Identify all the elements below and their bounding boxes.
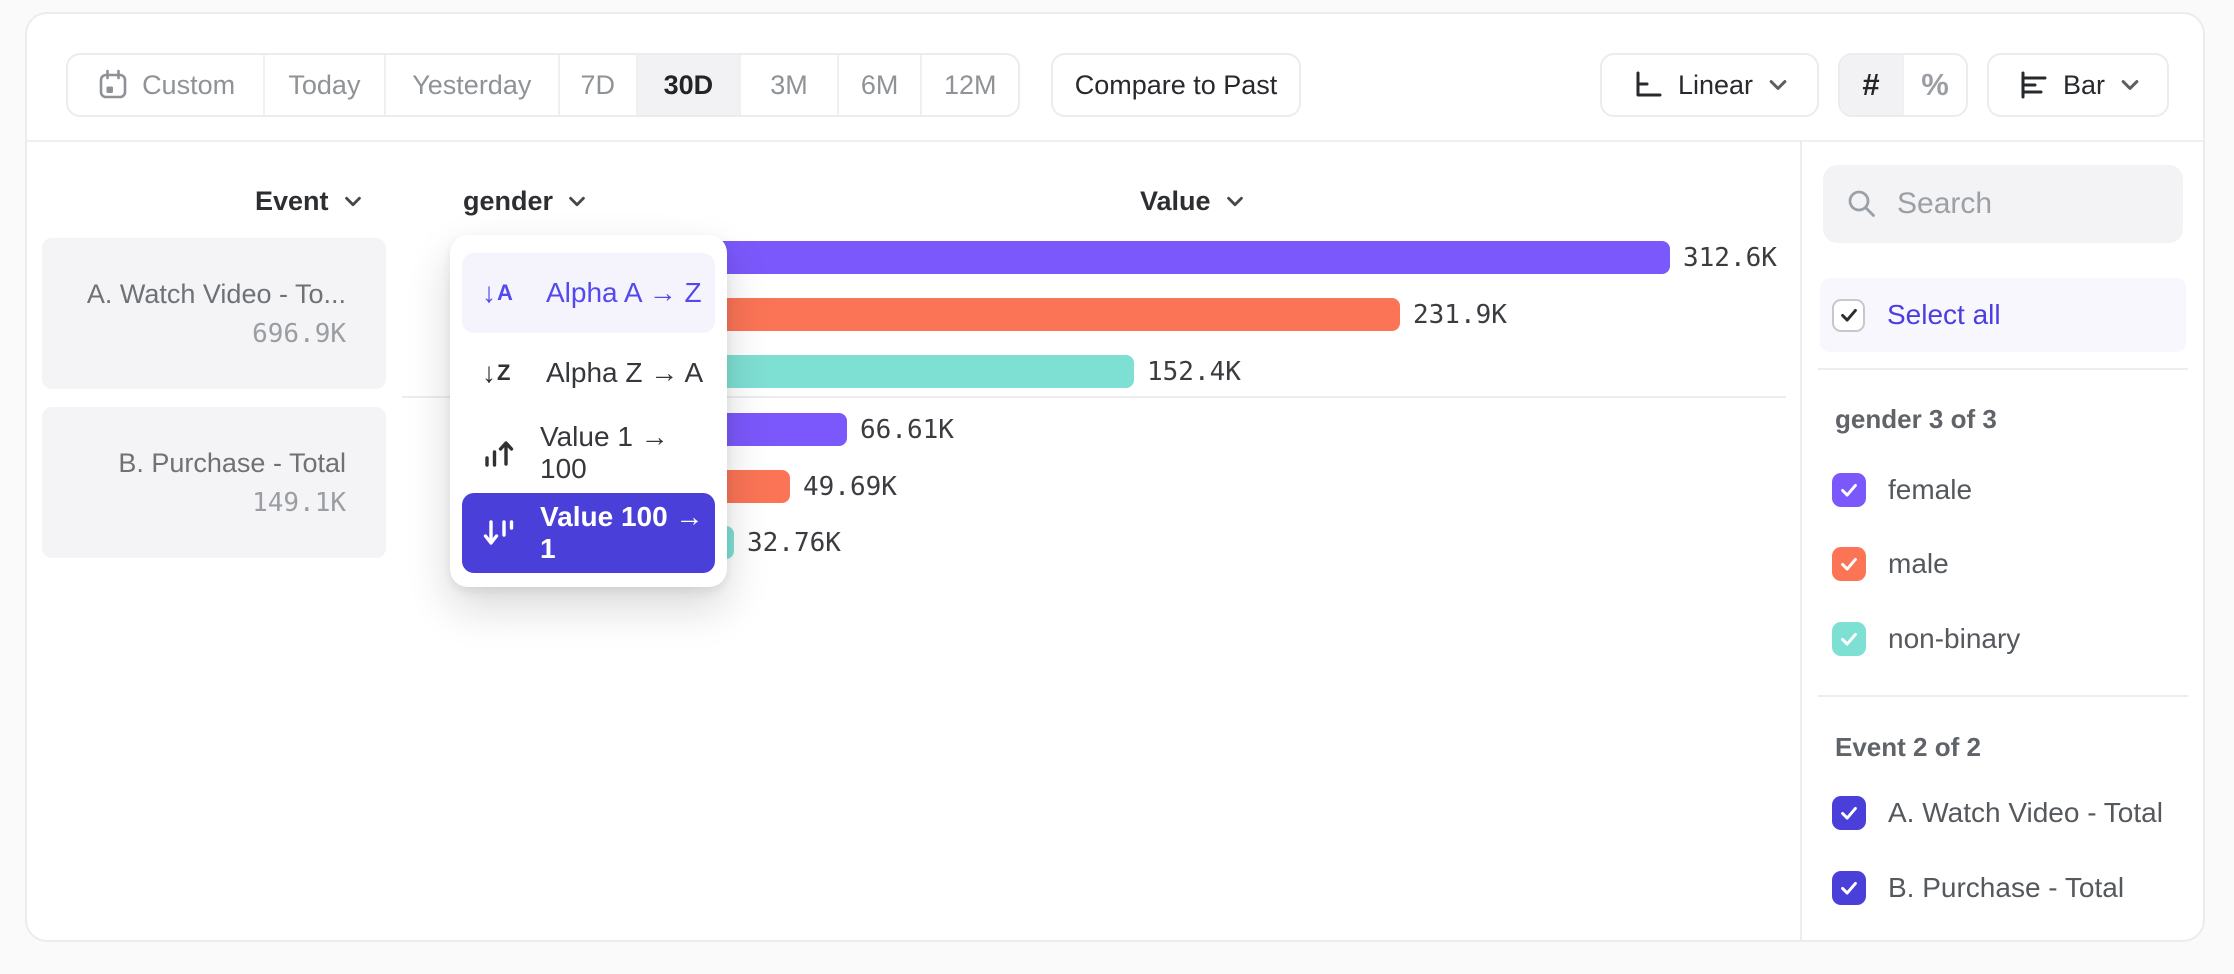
date-range-3m[interactable]: 3M [741, 55, 839, 115]
chevron-down-icon [343, 194, 363, 209]
chevron-down-icon [1767, 77, 1789, 93]
date-range-30d-active[interactable]: 30D [637, 55, 742, 115]
filter-item-non-binary[interactable]: non-binary [1832, 622, 2020, 656]
value-column-header[interactable]: Value [1140, 186, 1245, 216]
bar-row: 231.9K [624, 298, 1507, 331]
sort-option-alpha-desc[interactable]: ↓ Z Alpha Z → A [482, 357, 704, 388]
sort-alpha-desc-icon: ↓ Z [482, 357, 511, 388]
event-group-divider [402, 396, 1786, 398]
sidebar-divider [1800, 141, 1802, 942]
scale-dropdown[interactable]: Linear [1600, 53, 1819, 117]
filter-item-purchase[interactable]: B. Purchase - Total [1832, 871, 2124, 905]
bar-row: 312.6K [624, 241, 1777, 274]
watch-video-checkbox[interactable] [1832, 796, 1866, 830]
female-checkbox[interactable] [1832, 473, 1866, 507]
bar-value-label: 152.4K [1147, 356, 1241, 387]
chevron-down-icon [2119, 77, 2141, 93]
search-input[interactable]: Search [1823, 165, 2183, 243]
percent-icon: % [1921, 67, 1949, 102]
event-card-purchase[interactable]: B. Purchase - Total 149.1K [42, 407, 386, 558]
sort-value-asc-icon [482, 436, 522, 470]
event-total: 149.1K [252, 487, 346, 518]
gender-section-title: gender 3 of 3 [1835, 404, 1997, 434]
sidebar-section-divider [1818, 695, 2188, 697]
chevron-down-icon [1225, 194, 1245, 209]
sidebar-section-divider [1818, 368, 2188, 370]
chevron-down-icon [567, 194, 587, 209]
date-range-custom[interactable]: Custom [68, 55, 266, 115]
sort-option-value-asc[interactable]: Value 1 → 100 [462, 413, 715, 493]
sort-option-alpha-asc[interactable]: ↓ A Alpha A → Z [462, 253, 715, 333]
event-card-watch-video[interactable]: A. Watch Video - To... 696.9K [42, 238, 386, 389]
purchase-checkbox[interactable] [1832, 871, 1866, 905]
search-icon [1845, 187, 1879, 221]
sort-alpha-asc-icon: ↓ A [482, 277, 513, 308]
filter-item-female[interactable]: female [1832, 473, 1972, 507]
absolute-values-toggle[interactable]: # [1840, 55, 1902, 115]
date-range-12m[interactable]: 12M [943, 69, 997, 100]
bar-chart-icon [2015, 68, 2049, 102]
select-all-checkbox[interactable] [1832, 298, 1865, 332]
filter-item-watch-video[interactable]: A. Watch Video - Total [1832, 796, 2163, 830]
date-range-picker: Custom Today Yesterday 7D 30D 3M 6M 12M [66, 53, 1020, 117]
sort-option-value-desc[interactable]: Value 100 → 1 [462, 493, 715, 573]
bar-value-label: 49.69K [803, 471, 897, 502]
chart-type-dropdown[interactable]: Bar [1987, 53, 2169, 117]
select-all-row[interactable]: Select all [1820, 278, 2186, 352]
bar-male[interactable] [624, 298, 1400, 331]
linear-axis-icon [1630, 68, 1664, 102]
sort-menu: ↓ A Alpha A → Z ↓ Z Alpha Z → A Value 1 → … [450, 235, 727, 587]
filter-item-male[interactable]: male [1832, 547, 1949, 581]
bar-value-label: 32.76K [747, 527, 841, 558]
calendar-icon [96, 68, 130, 102]
event-name: A. Watch Video - To... [86, 278, 346, 309]
search-placeholder: Search [1897, 187, 1993, 220]
male-checkbox[interactable] [1832, 547, 1866, 581]
event-section-title: Event 2 of 2 [1835, 732, 1981, 762]
chart-type-label: Bar [2062, 69, 2106, 100]
date-range-6m[interactable]: 6M [839, 55, 923, 115]
hash-icon: # [1862, 67, 1880, 102]
gender-column-header[interactable]: gender [463, 186, 587, 216]
event-name: B. Purchase - Total [118, 447, 346, 478]
value-format-toggle: # % [1838, 53, 1968, 117]
event-total: 696.9K [252, 318, 346, 349]
bar-female[interactable] [624, 241, 1670, 274]
toolbar-divider [27, 140, 2203, 142]
percent-values-toggle[interactable]: % [1902, 55, 1966, 115]
bar-value-label: 66.61K [860, 414, 954, 445]
date-range-7d[interactable]: 7D [560, 55, 638, 115]
bar-value-label: 312.6K [1683, 242, 1777, 273]
sort-value-desc-icon [482, 516, 522, 550]
non-binary-checkbox[interactable] [1832, 622, 1866, 656]
bar-value-label: 231.9K [1413, 299, 1507, 330]
date-range-today[interactable]: Today [265, 55, 386, 115]
scale-label: Linear [1677, 69, 1754, 100]
date-range-label: Custom [142, 69, 236, 100]
event-column-header[interactable]: Event [255, 186, 363, 216]
compare-to-past-button[interactable]: Compare to Past [1051, 53, 1301, 117]
date-range-yesterday[interactable]: Yesterday [386, 55, 560, 115]
